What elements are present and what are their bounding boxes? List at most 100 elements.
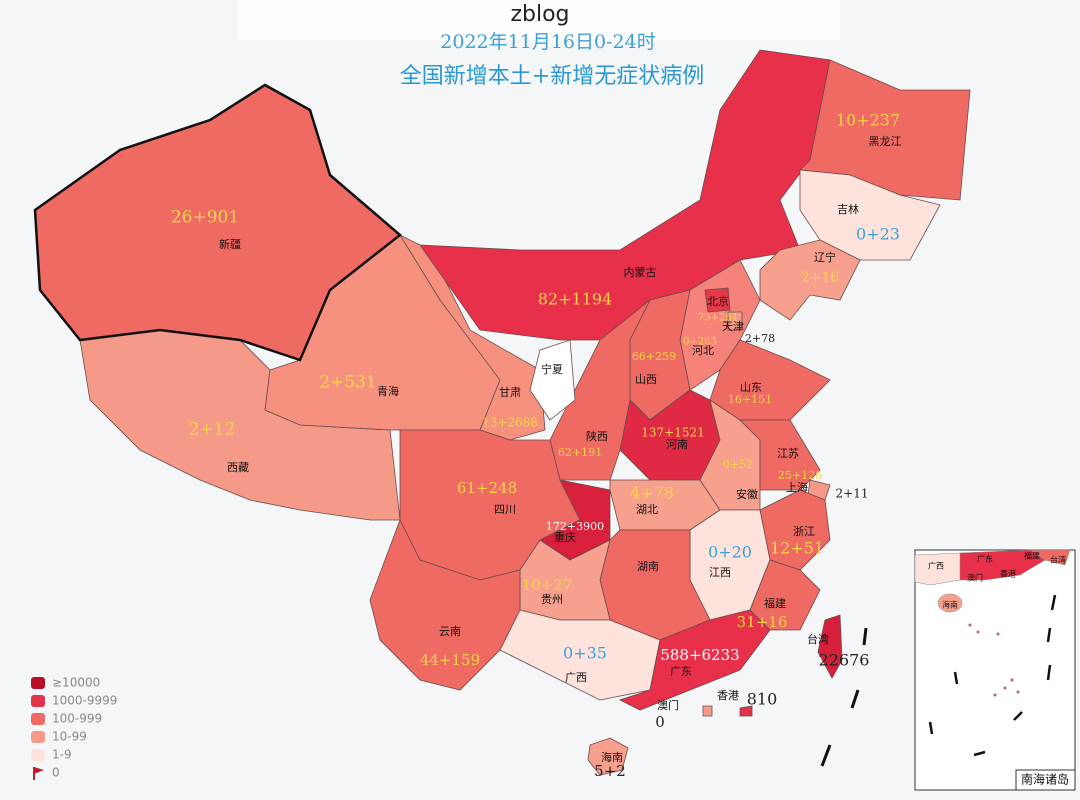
inset-label: 广西 [928,561,944,571]
case-count: 26+901 [171,208,239,228]
header-bar [238,0,840,40]
province-name: 湖北 [636,503,658,516]
inset-shape [1029,549,1071,566]
case-count: 25+126 [778,469,822,482]
legend-label: 100-999 [52,712,102,726]
province-name: 青海 [377,384,399,398]
case-count: 13+2688 [482,416,538,430]
case-count: 31+16 [737,613,788,631]
case-count: 0+35 [563,644,607,663]
province-name: 天津 [722,320,744,333]
province-name: 山西 [635,373,657,386]
case-count: 82+1194 [538,290,612,309]
province-name: 江西 [709,566,731,579]
inset-label: 广东 [977,554,993,564]
province-name: 湖南 [637,560,659,573]
province-name: 上海 [786,480,808,494]
province-name: 河南 [666,438,688,451]
inset-label: 台湾 [1050,555,1066,565]
province-name: 西藏 [227,461,249,474]
case-count: 2+78 [745,332,775,345]
case-count: 22676 [819,651,870,670]
case-count: 137+1521 [641,426,705,440]
legend-label: 1000-9999 [52,694,117,708]
legend-label: 10-99 [52,730,87,744]
province-name: 陕西 [586,429,608,443]
province-name: 辽宁 [814,250,836,264]
province [727,311,743,331]
inset-title-box [1015,769,1076,791]
inset-dashes [928,594,1057,757]
case-count: 0+20 [708,543,752,562]
province-name: 广西 [565,671,587,684]
case-count: 172+3900 [546,520,604,533]
case-count: 0 [655,713,665,731]
province-name: 黑龙江 [869,135,902,148]
province-name: 宁夏 [541,362,563,376]
case-count: 10+237 [836,111,900,130]
province-name: 香港 [717,689,739,702]
province-name: 贵州 [541,593,563,606]
inset-label: 香港 [1000,569,1016,579]
province-name: 四川 [494,503,516,516]
province-labels: 新疆 26+901 西藏 2+12 青海2+531 甘肃 13+2688 内蒙古 82+1194… [171,111,902,781]
province-name: 台湾 [807,632,829,646]
case-count: 2+12 [189,420,236,440]
province-name: 浙江 [793,525,815,538]
legend-swatch [31,731,45,743]
border [33,83,402,362]
province [702,705,713,717]
province [587,737,629,776]
site-name: zblog [510,2,569,27]
inset-frame [914,549,1076,791]
province [759,239,861,321]
province [618,609,771,711]
case-count: 2+16 [801,270,840,286]
inset-label: 海南 [942,600,958,610]
province-name: 山东 [740,381,762,394]
province-name: 重庆 [554,530,576,544]
province [749,559,821,631]
case-count: 10+27 [522,576,573,594]
legend-label: ≥10000 [52,676,100,690]
province-name: 新疆 [219,237,241,251]
province-name: 甘肃 [499,386,521,399]
province [817,614,843,679]
legend-swatch [31,749,45,761]
provinces [33,49,971,776]
province [739,705,753,717]
case-count: 5+2 [594,762,626,780]
case-count: 0+23 [856,225,900,244]
case-count: 2+11 [836,487,869,501]
case-count: 0+263 [683,337,717,348]
province [799,169,941,261]
province [704,287,731,313]
province-name: 河北 [692,344,714,357]
legend: ≥10000 1000-9999 100-999 10-99 1-9 0 [31,676,117,780]
province-name: 江苏 [777,447,799,460]
case-count: 16+151 [728,393,772,406]
province-name: 澳门 [657,698,679,712]
case-count: 810 [747,690,778,709]
inset-islands [968,623,1020,697]
title-date: 2022年11月16日0-24时 [440,31,655,53]
legend-swatch [31,677,45,689]
title-main: 全国新增本土+新增无症状病例 [400,64,704,89]
inset-label: 福建 [1024,551,1040,561]
province-name: 吉林 [837,202,859,216]
province-name: 广东 [670,665,692,678]
case-count: 588+6233 [660,646,739,664]
case-count: 12+51 [770,539,824,558]
inset-label: 澳门 [967,573,983,583]
case-count: 73+261 [698,313,738,324]
case-count: 0+52 [723,458,753,471]
province-name: 内蒙古 [624,265,657,279]
province [529,339,576,421]
case-count: 61+248 [457,479,517,497]
inset-title: 南海诸岛 [1021,772,1069,787]
legend-label: 1-9 [52,748,72,762]
case-count: 4+78 [630,484,674,503]
province [398,234,546,441]
